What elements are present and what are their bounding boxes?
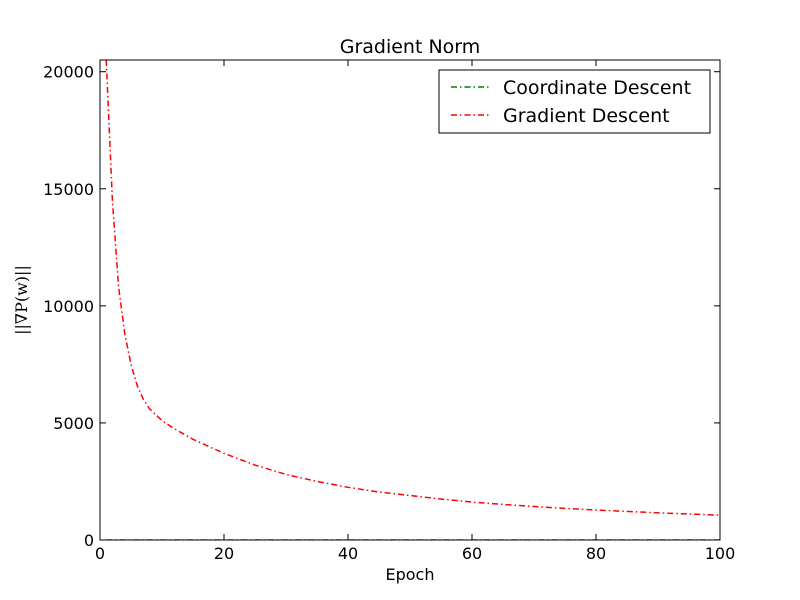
legend: Coordinate Descent Gradient Descent [438,69,711,134]
y-tick-label: 5000 [53,414,94,433]
x-tick-label: 40 [338,544,358,563]
chart-title: Gradient Norm [340,36,481,58]
x-tick-label: 100 [705,544,736,563]
legend-box [438,69,711,134]
x-tick-label: 0 [95,544,105,563]
plot-frame [99,59,721,541]
x-axis-label: Epoch [386,565,435,584]
y-tick-label: 10000 [43,297,94,316]
series-line-gradient-descent [105,60,720,516]
legend-label: Coordinate Descent [503,77,691,99]
y-tick-label: 15000 [43,180,94,199]
plot-lines [105,60,720,540]
y-tick-label: 20000 [43,63,94,82]
legend-label: Gradient Descent [503,105,670,127]
x-tick-label: 60 [462,544,482,563]
x-axis-ticks: 0 20 40 60 80 100 [95,60,735,563]
y-axis-ticks: 0 5000 10000 15000 20000 [43,63,720,550]
y-axis-label: ||∇P(w)|| [12,265,31,335]
x-tick-label: 20 [214,544,234,563]
x-tick-label: 80 [586,544,606,563]
y-tick-label: 0 [84,531,94,550]
